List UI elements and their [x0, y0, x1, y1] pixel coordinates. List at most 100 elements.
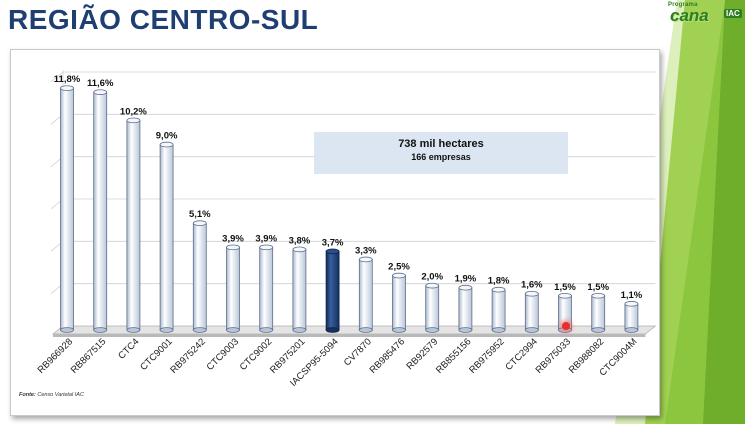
- bar-body: [325, 251, 340, 331]
- category-label: RB867515: [69, 336, 109, 376]
- bar-top: [192, 220, 207, 226]
- value-label: 1,5%: [554, 282, 576, 293]
- bar-CV7870: [358, 256, 373, 333]
- bar-base: [192, 327, 207, 333]
- bar-base: [292, 327, 307, 333]
- bar-top: [624, 301, 639, 307]
- bar-base: [524, 327, 539, 333]
- value-label: 3,3%: [355, 245, 377, 256]
- value-label: 2,0%: [421, 272, 443, 283]
- bar-body: [524, 293, 539, 331]
- bar-body: [425, 285, 440, 331]
- chart-bars: [60, 85, 639, 333]
- bar-top: [159, 141, 174, 148]
- bar-top: [60, 85, 74, 91]
- logo-small-text: Programa: [668, 2, 698, 8]
- slide-title: REGIÃO CENTRO-SUL: [8, 4, 319, 35]
- bar-RB975242: [192, 220, 207, 333]
- value-label: 1,9%: [455, 274, 477, 285]
- bar-base: [491, 327, 506, 333]
- bar-body: [624, 303, 639, 331]
- value-label: 1,1%: [621, 290, 643, 301]
- category-label: RB975952: [467, 336, 507, 376]
- logo-badge: IAC: [724, 9, 742, 18]
- source-text: Censo Varietal IAC: [37, 392, 84, 398]
- value-label: 3,9%: [222, 233, 244, 244]
- category-label: RB855156: [434, 336, 474, 376]
- bar-base: [93, 327, 108, 333]
- bar-RB985476: [392, 272, 406, 333]
- bar-top: [491, 286, 506, 293]
- bar-top: [226, 244, 240, 251]
- bar-body: [226, 246, 240, 331]
- category-label: CTC9003: [205, 336, 242, 373]
- bar-RB92579: [425, 282, 440, 333]
- info-companies: 166 empresas: [411, 152, 471, 162]
- category-label: RB985476: [368, 336, 408, 376]
- bar-base: [325, 327, 340, 333]
- value-label: 3,9%: [255, 233, 277, 244]
- bar-base: [159, 327, 174, 333]
- bar-body: [491, 289, 506, 331]
- bar-CTC4: [126, 117, 141, 333]
- bar-chart: 11,8% 11,6% 10,2% 9,0% 5,1% 3,9% 3,9% 3,8% 3,7% 3…: [36, 70, 657, 389]
- value-label: 1,6%: [521, 280, 543, 291]
- bar-CTC9002: [259, 244, 274, 333]
- bar-IACSP95-5094: [325, 248, 340, 333]
- bar-body: [159, 144, 174, 331]
- bar-top: [524, 290, 539, 297]
- bar-top: [558, 292, 572, 299]
- bar-RB988082: [591, 292, 606, 333]
- value-label: 11,6%: [87, 78, 114, 89]
- logo-main-text: cana: [670, 6, 709, 25]
- value-label: 5,1%: [189, 209, 211, 220]
- bar-body: [358, 259, 373, 331]
- bar-base: [591, 327, 606, 333]
- program-logo: Programa cana IAC: [668, 2, 742, 25]
- category-label: CV7870: [342, 336, 374, 368]
- bar-body: [93, 91, 108, 331]
- category-label: RB966928: [36, 336, 76, 376]
- bar-base: [458, 327, 473, 333]
- bar-body: [292, 248, 307, 331]
- bar-base: [358, 327, 373, 333]
- value-label: 11,8%: [54, 74, 81, 85]
- value-label: 10,2%: [120, 106, 147, 117]
- value-label: 3,7%: [322, 237, 344, 248]
- info-box: 738 mil hectares 166 empresas: [314, 132, 568, 174]
- bar-base: [259, 327, 274, 333]
- bar-base: [425, 327, 440, 333]
- bar-body: [60, 87, 74, 331]
- category-label: RB975033: [534, 336, 574, 376]
- bar-top: [325, 248, 340, 255]
- value-label: 9,0%: [156, 131, 178, 142]
- bar-base: [624, 327, 639, 333]
- value-label: 1,8%: [488, 276, 510, 287]
- category-label: RB975242: [168, 336, 208, 376]
- bar-CTC2994: [524, 290, 539, 333]
- bar-CTC9004M: [624, 301, 639, 333]
- bar-body: [458, 287, 473, 331]
- bar-body: [259, 246, 274, 331]
- value-label: 2,5%: [388, 262, 410, 273]
- bar-RB855156: [458, 284, 473, 333]
- bar-top: [358, 256, 373, 263]
- bar-CTC9003: [226, 244, 240, 333]
- bar-body: [591, 295, 606, 331]
- bar-body: [126, 119, 141, 331]
- bar-base: [60, 327, 74, 333]
- bar-base: [392, 327, 406, 333]
- chart-frame: 11,8% 11,6% 10,2% 9,0% 5,1% 3,9% 3,9% 3,8% 3,7% 3…: [10, 49, 660, 416]
- value-label: 1,5%: [587, 282, 609, 293]
- bar-RB867515: [93, 89, 108, 333]
- bar-top: [93, 89, 108, 95]
- category-label: CTC4: [116, 336, 141, 361]
- value-label: 3,8%: [289, 235, 311, 246]
- chart-floor-edge: [53, 334, 646, 337]
- info-area: 738 mil hectares: [398, 138, 484, 150]
- bar-base: [126, 327, 141, 333]
- bar-base: [226, 327, 240, 333]
- gridline-depth: [50, 71, 64, 83]
- bar-top: [392, 272, 406, 279]
